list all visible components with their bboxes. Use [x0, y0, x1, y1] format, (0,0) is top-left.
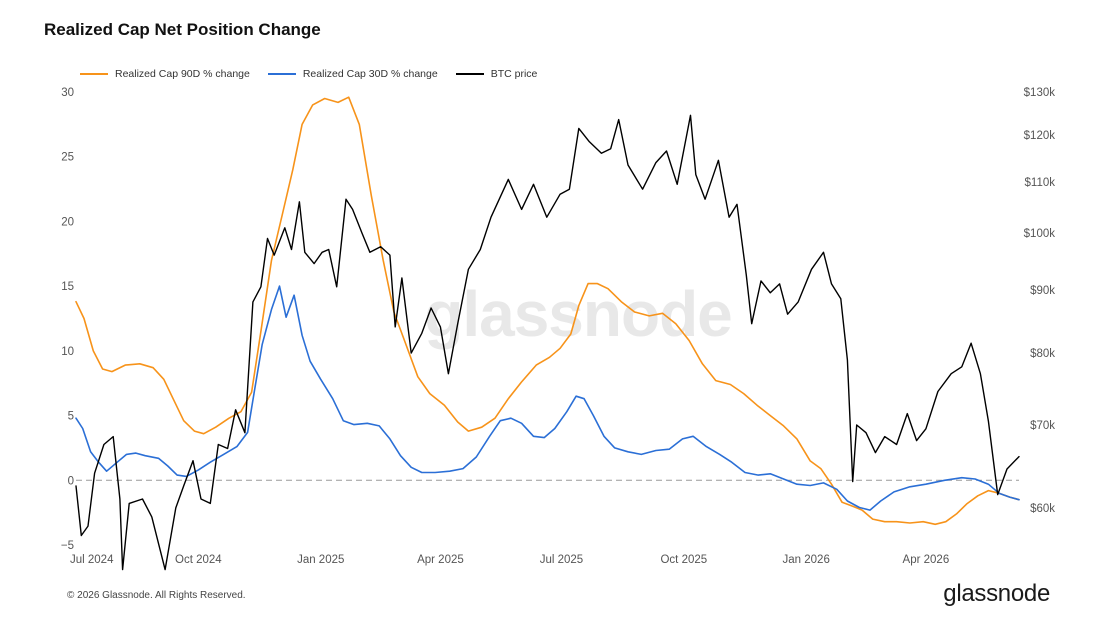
y-right-tick-label: $110k [1025, 177, 1056, 189]
x-tick-label: Apr 2026 [903, 554, 950, 566]
right-axis-ticks: $60k $70k $80k $90k $100k $110k $120k $130k [1024, 87, 1056, 515]
x-tick-label: Oct 2025 [660, 554, 707, 566]
y-left-tick-label: 25 [61, 152, 74, 164]
copyright-footer: © 2026 Glassnode. All Rights Reserved. [67, 590, 246, 601]
y-right-tick-label: $60k [1030, 503, 1055, 515]
series-line-90d [75, 96, 1020, 526]
x-tick-label: Jul 2024 [70, 554, 114, 566]
y-left-tick-label: 15 [61, 281, 74, 293]
chart-title: Realized Cap Net Position Change [44, 20, 321, 39]
series-line-btc-price [75, 114, 1020, 571]
legend-swatch-90d [80, 73, 108, 75]
x-tick-label: Jan 2025 [297, 554, 344, 566]
y-right-tick-label: $80k [1030, 348, 1055, 360]
legend-label-90d: Realized Cap 90D % change [115, 68, 250, 80]
x-tick-label: Jul 2025 [540, 554, 583, 566]
y-right-tick-label: $130k [1024, 87, 1056, 99]
y-right-tick-label: $70k [1030, 420, 1055, 432]
x-tick-label: Apr 2025 [417, 554, 464, 566]
x-axis-ticks: Jul 2024 Oct 2024 Jan 2025 Apr 2025 Jul 2025… [70, 554, 949, 566]
y-left-tick-label: 20 [61, 216, 74, 228]
y-left-tick-label: 30 [61, 87, 74, 99]
glassnode-logo: glassnode [943, 580, 1050, 607]
x-tick-label: Oct 2024 [175, 554, 222, 566]
legend-item-btc-price[interactable]: BTC price [455, 68, 538, 80]
left-axis-ticks: −5 0 5 10 15 20 25 30 [61, 87, 74, 552]
y-left-tick-label: 5 [68, 411, 74, 423]
legend-label-btc-price: BTC price [490, 68, 538, 80]
x-tick-label: Jan 2026 [783, 554, 830, 566]
watermark: glassnode [424, 278, 732, 350]
y-left-tick-label: −5 [61, 540, 74, 552]
legend-item-90d[interactable]: Realized Cap 90D % change [80, 68, 250, 80]
y-right-tick-label: $100k [1024, 228, 1056, 240]
legend-label-30d: Realized Cap 30D % change [302, 68, 438, 80]
chart-legend: Realized Cap 90D % change Realized Cap 3… [80, 68, 537, 80]
legend-item-30d[interactable]: Realized Cap 30D % change [267, 68, 438, 80]
legend-swatch-btc-price [455, 73, 484, 75]
legend-swatch-30d [267, 73, 296, 75]
y-right-tick-label: $120k [1024, 130, 1056, 142]
y-left-tick-label: 0 [68, 475, 74, 487]
series-group [75, 96, 1020, 571]
series-line-30d [75, 285, 1020, 511]
y-right-tick-label: $90k [1030, 285, 1055, 297]
y-left-tick-label: 10 [61, 346, 74, 358]
